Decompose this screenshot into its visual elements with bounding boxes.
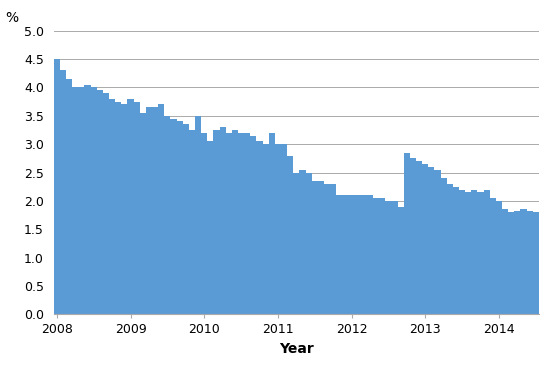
Bar [305,172,312,314]
Bar [128,99,134,314]
Bar [318,181,324,314]
Bar [146,107,152,314]
Bar [404,153,410,314]
Bar [336,195,342,314]
Bar [514,211,520,314]
Bar [355,195,361,314]
Bar [244,133,250,314]
Bar [256,141,262,314]
Bar [287,156,293,314]
Bar [373,198,379,314]
Bar [275,144,281,314]
Bar [349,195,355,314]
Bar [526,211,533,314]
Bar [361,195,367,314]
Bar [324,184,330,314]
Bar [299,170,305,314]
Bar [508,212,514,314]
Text: %: % [5,11,18,25]
Bar [115,102,122,314]
Bar [392,201,398,314]
Bar [195,116,201,314]
Bar [78,87,85,314]
Bar [281,144,287,314]
Bar [66,79,72,314]
Bar [465,192,471,314]
Bar [490,198,496,314]
Bar [238,133,244,314]
Bar [312,181,318,314]
Bar [520,210,526,314]
Bar [219,127,226,314]
Bar [207,141,213,314]
Bar [226,133,232,314]
Bar [269,133,275,314]
Bar [109,99,115,314]
Bar [103,93,109,314]
Bar [201,133,207,314]
Bar [330,184,336,314]
Bar [170,119,177,314]
Bar [422,164,428,314]
Bar [183,124,189,314]
Bar [342,195,349,314]
Bar [447,184,453,314]
Bar [91,87,97,314]
Bar [379,198,386,314]
Bar [428,167,434,314]
Bar [477,192,483,314]
Bar [152,107,158,314]
Bar [441,178,447,314]
Bar [483,189,490,314]
Bar [453,187,459,314]
Bar [140,113,146,314]
Bar [386,201,392,314]
Bar [177,121,183,314]
Bar [158,105,164,314]
Bar [72,87,78,314]
Bar [164,116,170,314]
Bar [502,210,508,314]
Bar [54,59,60,314]
Bar [496,201,502,314]
Bar [533,212,539,314]
X-axis label: Year: Year [279,342,314,356]
Bar [416,161,422,314]
Bar [367,195,373,314]
Bar [398,207,404,314]
Bar [459,189,465,314]
Bar [262,144,269,314]
Bar [85,85,91,314]
Bar [410,158,416,314]
Bar [60,70,66,314]
Bar [471,189,477,314]
Bar [232,130,238,314]
Bar [213,130,219,314]
Bar [122,105,128,314]
Bar [293,172,299,314]
Bar [189,130,195,314]
Bar [134,102,140,314]
Bar [97,90,103,314]
Bar [434,170,441,314]
Bar [250,136,256,314]
